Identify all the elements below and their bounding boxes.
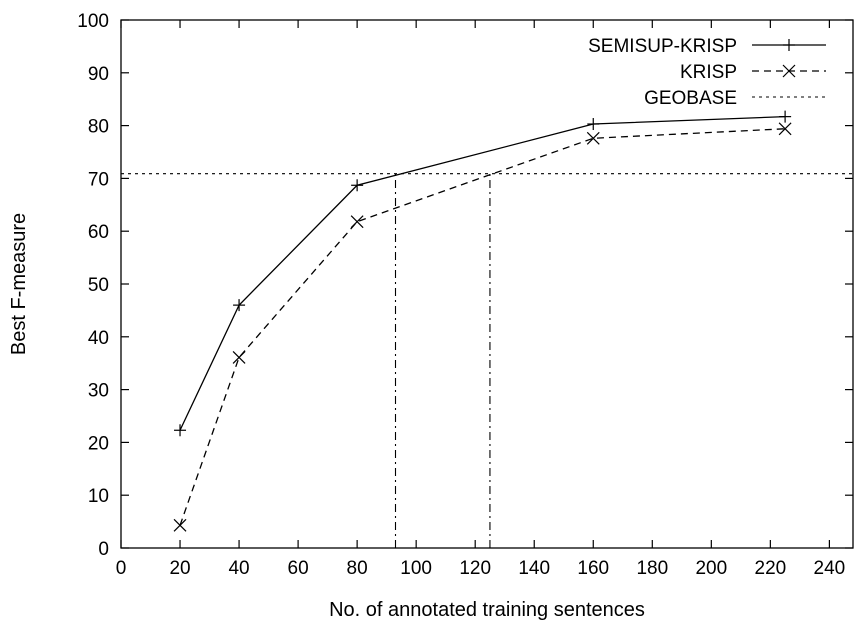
x-marker (350, 215, 364, 229)
x-tick-label: 100 (400, 558, 432, 579)
x-tick-label: 80 (347, 558, 368, 579)
series-layer (121, 110, 853, 532)
x-tick-label: 20 (169, 558, 190, 579)
data-point (587, 118, 600, 131)
data-point (173, 518, 187, 532)
legend-label: GEOBASE (644, 88, 737, 109)
series-line (179, 128, 786, 526)
legend-item: KRISP (680, 62, 826, 83)
x-marker (173, 518, 187, 532)
legend-item: GEOBASE (644, 88, 826, 109)
y-tick-label: 10 (88, 486, 109, 507)
annotations-layer (394, 173, 491, 548)
x-tick-label: 0 (116, 558, 127, 579)
data-point (351, 179, 364, 192)
legend-label: KRISP (680, 62, 737, 83)
series-krisp (173, 122, 792, 532)
y-tick-label: 60 (88, 222, 109, 243)
x-tick-label: 240 (814, 558, 846, 579)
y-tick-label: 70 (88, 169, 109, 190)
data-point (232, 350, 246, 364)
plot-frame (120, 19, 854, 549)
data-point (350, 215, 364, 229)
series-line (179, 115, 786, 431)
y-axis-ticks: 0 10 20 30 40 50 60 70 80 90 100 (77, 11, 853, 560)
x-tick-label: 60 (288, 558, 309, 579)
series-semisup-krisp (174, 110, 792, 437)
x-tick-label: 220 (755, 558, 787, 579)
y-tick-label: 30 (88, 381, 109, 402)
x-tick-label: 140 (518, 558, 550, 579)
y-tick-label: 40 (88, 328, 109, 349)
x-tick-label: 160 (577, 558, 609, 579)
x-axis-ticks: 0 20 40 60 80 100 120 140 160 180 200 220 240 (116, 20, 846, 579)
y-tick-label: 90 (88, 64, 109, 85)
x-tick-label: 180 (636, 558, 668, 579)
data-point (778, 122, 792, 136)
y-tick-label: 50 (88, 275, 109, 296)
data-point (586, 131, 600, 145)
y-tick-label: 80 (88, 117, 109, 138)
x-marker (586, 131, 600, 145)
x-marker (782, 64, 796, 78)
x-tick-label: 40 (228, 558, 249, 579)
y-tick-label: 0 (98, 539, 109, 560)
data-point (233, 299, 246, 312)
x-tick-label: 200 (695, 558, 727, 579)
data-point (779, 110, 792, 123)
y-tick-label: 20 (88, 433, 109, 454)
axes-layer (120, 19, 854, 549)
legend-label: SEMISUP-KRISP (588, 36, 737, 57)
x-axis-label: No. of annotated training sentences (329, 599, 645, 621)
y-tick-label: 100 (77, 11, 109, 32)
y-axis-label: Best F-measure (8, 213, 30, 355)
x-marker (232, 350, 246, 364)
legend: SEMISUP-KRISP KRISP GEOBASE (588, 36, 826, 109)
x-marker (778, 122, 792, 136)
data-point (174, 424, 187, 437)
legend-item: SEMISUP-KRISP (588, 36, 826, 57)
x-tick-label: 120 (459, 558, 491, 579)
